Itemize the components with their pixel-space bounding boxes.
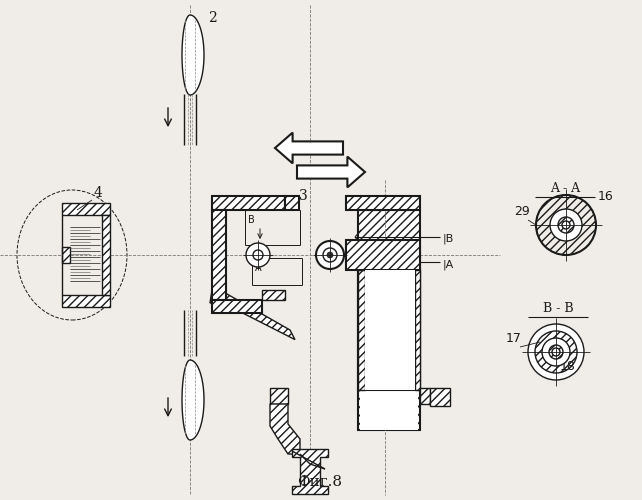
Circle shape xyxy=(253,250,263,260)
Text: 17: 17 xyxy=(506,332,522,345)
Circle shape xyxy=(552,348,560,356)
Circle shape xyxy=(550,209,582,241)
Polygon shape xyxy=(275,132,343,164)
Polygon shape xyxy=(212,300,262,313)
Polygon shape xyxy=(420,388,430,404)
Polygon shape xyxy=(102,215,110,295)
Text: A - A: A - A xyxy=(550,182,580,195)
Polygon shape xyxy=(182,15,204,95)
Polygon shape xyxy=(292,449,328,494)
Polygon shape xyxy=(270,388,288,404)
Circle shape xyxy=(542,338,570,366)
Polygon shape xyxy=(358,270,365,390)
Text: A: A xyxy=(255,263,262,273)
Text: 4: 4 xyxy=(94,186,103,200)
Polygon shape xyxy=(62,247,70,263)
Text: |B: |B xyxy=(443,234,455,244)
Text: 29: 29 xyxy=(514,205,530,218)
Polygon shape xyxy=(210,290,295,340)
Polygon shape xyxy=(415,270,420,390)
Circle shape xyxy=(323,248,337,262)
Polygon shape xyxy=(346,196,420,210)
Text: |A: |A xyxy=(443,259,455,270)
Polygon shape xyxy=(358,210,420,430)
Polygon shape xyxy=(358,270,420,390)
Bar xyxy=(365,270,415,390)
Polygon shape xyxy=(212,196,285,210)
Polygon shape xyxy=(270,404,300,454)
Text: 3: 3 xyxy=(299,189,308,203)
Polygon shape xyxy=(62,203,110,215)
Polygon shape xyxy=(297,156,365,188)
Text: 16: 16 xyxy=(352,195,368,208)
Text: B: B xyxy=(248,215,255,225)
Polygon shape xyxy=(430,388,450,406)
Polygon shape xyxy=(285,196,299,210)
Text: 16: 16 xyxy=(598,190,614,203)
Text: 2: 2 xyxy=(208,11,217,25)
Text: 18: 18 xyxy=(560,360,576,373)
Circle shape xyxy=(316,241,344,269)
Circle shape xyxy=(246,243,270,267)
Bar xyxy=(360,270,418,430)
Polygon shape xyxy=(182,360,204,440)
Polygon shape xyxy=(212,210,226,300)
Polygon shape xyxy=(262,290,285,300)
Text: B - B: B - B xyxy=(542,302,573,315)
Circle shape xyxy=(562,221,570,229)
Circle shape xyxy=(327,252,333,258)
Circle shape xyxy=(558,217,574,233)
Polygon shape xyxy=(62,295,110,307)
Circle shape xyxy=(528,324,584,380)
Text: Фиг.8: Фиг.8 xyxy=(297,475,342,489)
Polygon shape xyxy=(346,240,420,270)
